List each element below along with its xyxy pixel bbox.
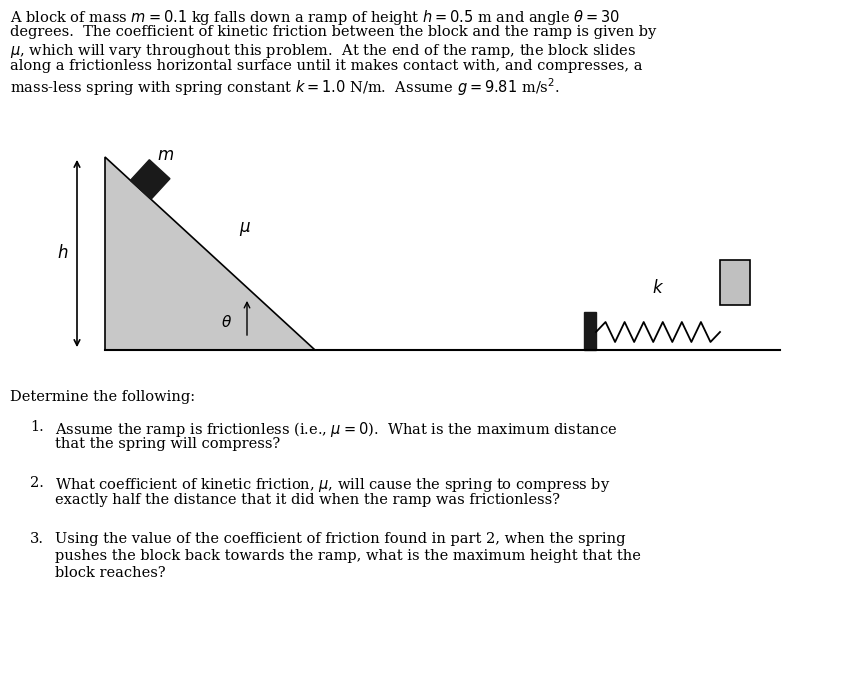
Text: $k$: $k$ bbox=[652, 279, 664, 297]
Text: degrees.  The coefficient of kinetic friction between the block and the ramp is : degrees. The coefficient of kinetic fric… bbox=[10, 25, 657, 39]
Text: $\mu$, which will vary throughout this problem.  At the end of the ramp, the blo: $\mu$, which will vary throughout this p… bbox=[10, 42, 636, 60]
Text: $m$: $m$ bbox=[157, 147, 174, 164]
Bar bbox=[584, 312, 596, 350]
Text: 2.: 2. bbox=[30, 476, 44, 490]
Text: mass-less spring with spring constant $k = 1.0$ N/m.  Assume $g = 9.81$ m/s$^2$.: mass-less spring with spring constant $k… bbox=[10, 76, 560, 98]
Text: $h$: $h$ bbox=[57, 244, 68, 262]
Text: Assume the ramp is frictionless (i.e., $\mu = 0$).  What is the maximum distance: Assume the ramp is frictionless (i.e., $… bbox=[55, 420, 617, 439]
Bar bbox=[720, 260, 750, 305]
Text: What coefficient of kinetic friction, $\mu$, will cause the spring to compress b: What coefficient of kinetic friction, $\… bbox=[55, 476, 610, 494]
Text: block reaches?: block reaches? bbox=[55, 566, 165, 580]
Text: 3.: 3. bbox=[30, 532, 44, 546]
Text: 1.: 1. bbox=[30, 420, 44, 434]
Text: $\theta$: $\theta$ bbox=[222, 314, 233, 330]
Text: Using the value of the coefficient of friction found in part 2, when the spring: Using the value of the coefficient of fr… bbox=[55, 532, 626, 546]
Polygon shape bbox=[130, 160, 170, 200]
Text: Determine the following:: Determine the following: bbox=[10, 390, 195, 404]
Text: $\mu$: $\mu$ bbox=[239, 219, 251, 237]
Text: A block of mass $m = 0.1$ kg falls down a ramp of height $h = 0.5$ m and angle $: A block of mass $m = 0.1$ kg falls down … bbox=[10, 8, 620, 27]
Polygon shape bbox=[105, 157, 315, 350]
Text: pushes the block back towards the ramp, what is the maximum height that the: pushes the block back towards the ramp, … bbox=[55, 549, 641, 563]
Text: exactly half the distance that it did when the ramp was frictionless?: exactly half the distance that it did wh… bbox=[55, 493, 560, 507]
Text: along a frictionless horizontal surface until it makes contact with, and compres: along a frictionless horizontal surface … bbox=[10, 59, 643, 73]
Text: that the spring will compress?: that the spring will compress? bbox=[55, 437, 280, 451]
